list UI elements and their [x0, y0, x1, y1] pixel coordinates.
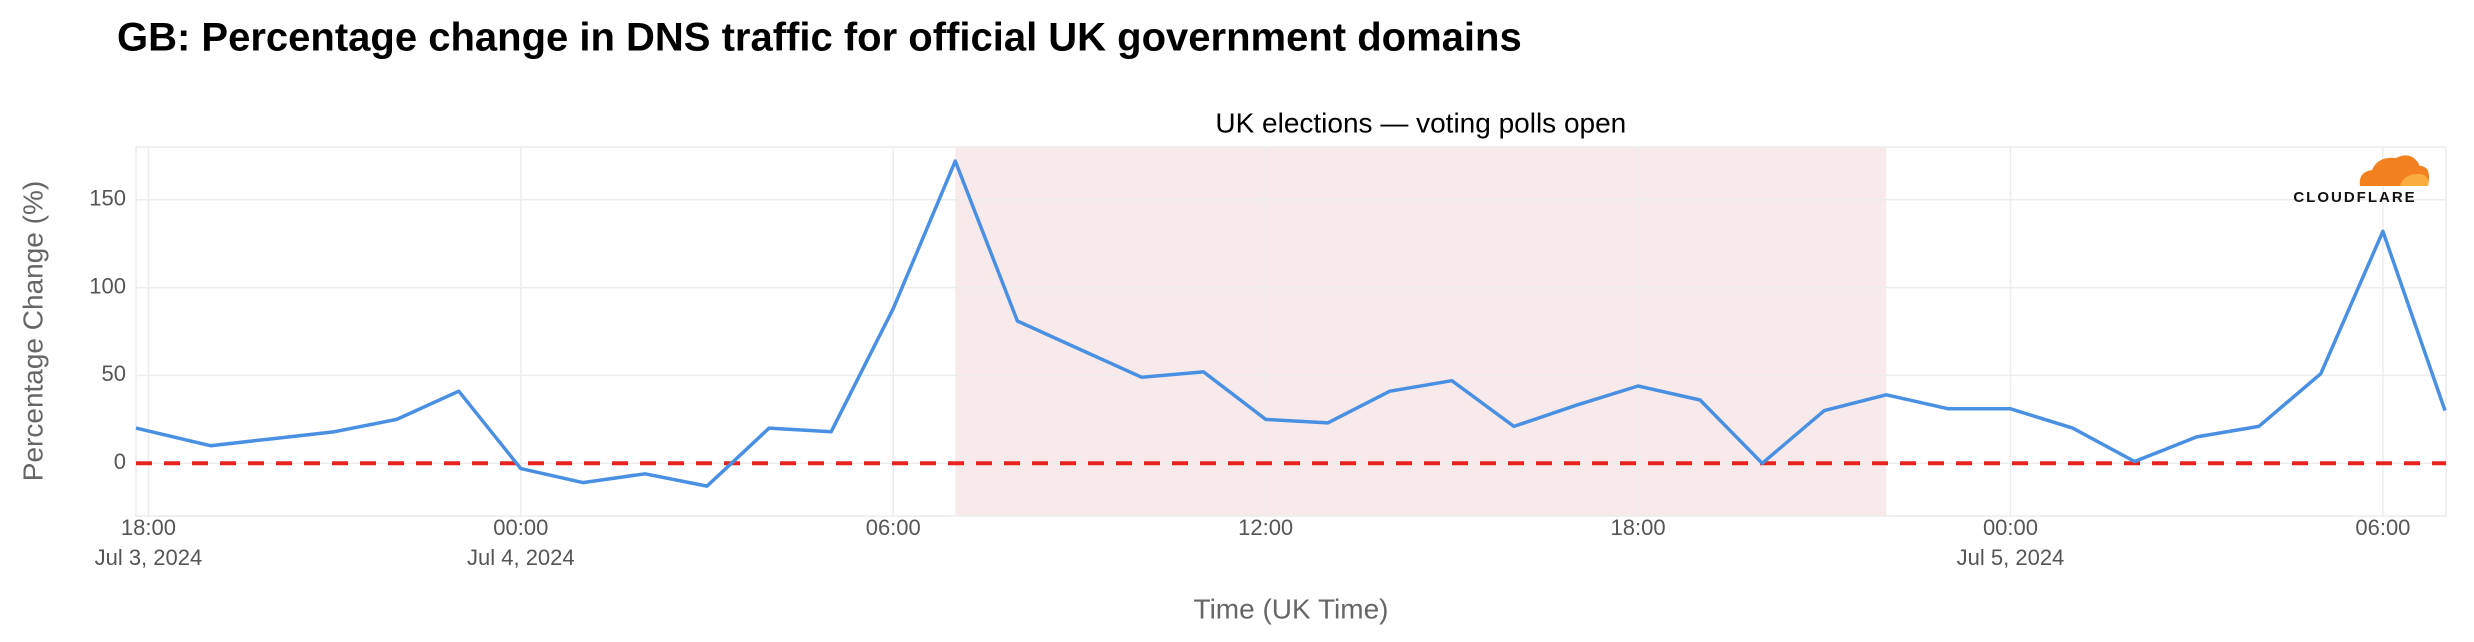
plot-area: UK elections — voting polls open 0 50 100 15…: [89, 107, 2447, 570]
y-tick-label: 0: [114, 449, 126, 474]
x-tick-label: 00:00: [493, 515, 548, 540]
x-axis-label: Time (UK Time): [1194, 593, 1389, 624]
x-tick-label: 12:00: [1238, 515, 1293, 540]
y-tick-label: 150: [89, 186, 126, 211]
y-tick-label: 100: [89, 273, 126, 298]
x-date-label: Jul 5, 2024: [1957, 545, 2065, 570]
x-date-label: Jul 4, 2024: [467, 545, 575, 570]
x-date-label: Jul 3, 2024: [95, 545, 203, 570]
region-label: UK elections — voting polls open: [1215, 107, 1626, 138]
x-tick-label: 06:00: [866, 515, 921, 540]
logo-cloud-highlight: [2400, 174, 2429, 186]
data-line: [135, 159, 2447, 488]
logo: CLOUDFLARE: [2293, 155, 2429, 206]
x-tick-label: 18:00: [121, 515, 176, 540]
chart-title: GB: Percentage change in DNS traffic for…: [117, 16, 1522, 60]
y-tick-label: 50: [102, 361, 126, 386]
x-tick-label: 18:00: [1611, 515, 1666, 540]
shaded-region: [955, 147, 1887, 516]
x-tick-label: 06:00: [2355, 515, 2410, 540]
plot-frame: [135, 146, 2447, 517]
x-tick-label: 00:00: [1983, 515, 2038, 540]
y-axis-label: Percentage Change (%): [17, 181, 48, 481]
logo-text: CLOUDFLARE: [2293, 189, 2416, 206]
